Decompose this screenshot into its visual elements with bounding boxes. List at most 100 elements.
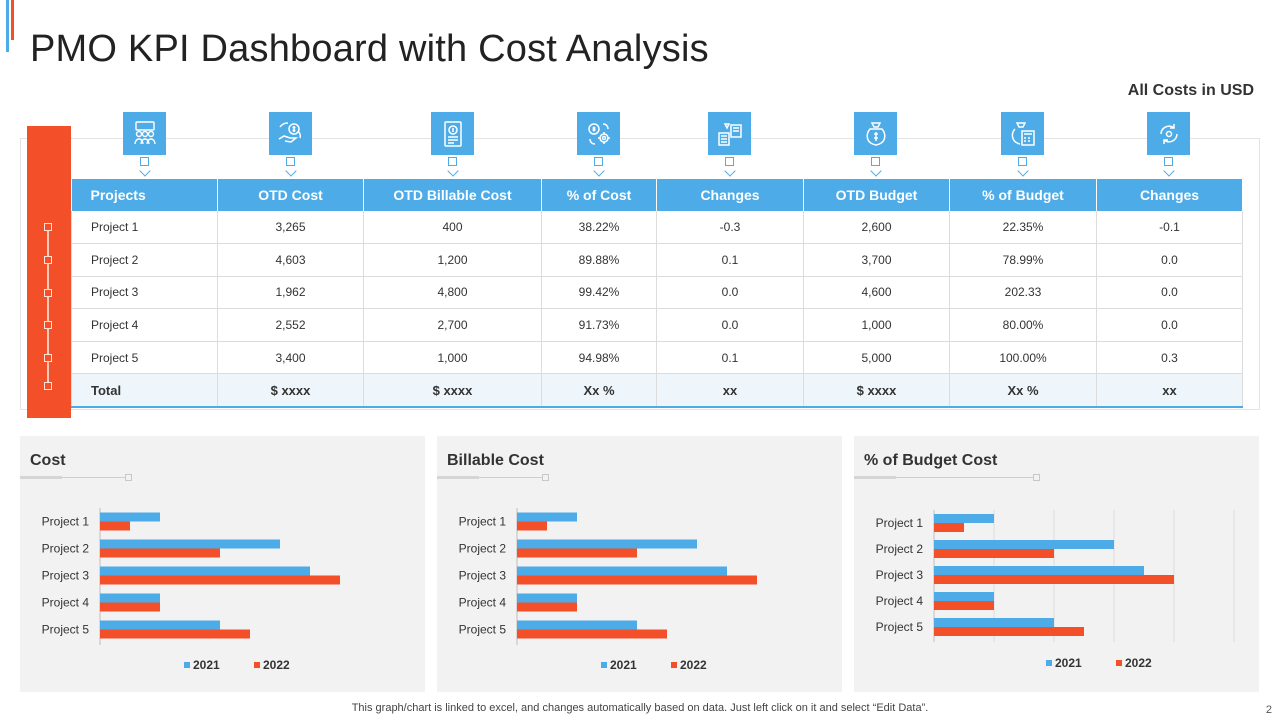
table-cell: 400 bbox=[363, 211, 542, 245]
table-cell: 0.0 bbox=[656, 308, 804, 342]
accent-bar-orange bbox=[11, 0, 14, 40]
table-cell: Total bbox=[71, 373, 218, 408]
bar-2022 bbox=[934, 575, 1174, 584]
table-cell: $ xxxx bbox=[217, 373, 364, 408]
category-label: Project 4 bbox=[876, 594, 924, 608]
legend-label: 2022 bbox=[263, 658, 290, 672]
timeline-bar bbox=[27, 126, 71, 418]
table-cell: 3,265 bbox=[217, 211, 364, 245]
table-cell: 0.1 bbox=[656, 243, 804, 277]
bar-2021 bbox=[100, 620, 220, 630]
table-cell: 89.88% bbox=[541, 243, 657, 277]
bar-2022 bbox=[934, 627, 1084, 636]
billable-cost-chart-panel[interactable]: Billable Cost Project 1 Project 2 Project … bbox=[437, 436, 842, 692]
connector-box bbox=[1018, 157, 1027, 166]
currency-note: All Costs in USD bbox=[1127, 82, 1254, 99]
category-label: Project 4 bbox=[459, 596, 507, 610]
table-frame bbox=[20, 138, 1260, 410]
category-label: Project 3 bbox=[42, 569, 90, 583]
table-cell: 91.73% bbox=[541, 308, 657, 342]
table-cell: 2,700 bbox=[363, 308, 542, 342]
bar-2021 bbox=[934, 514, 994, 523]
header-budget-changes: Changes bbox=[1096, 179, 1243, 211]
timeline-node bbox=[44, 321, 52, 329]
table-cell: 0.1 bbox=[656, 341, 804, 375]
bar-2021 bbox=[934, 618, 1054, 627]
table-cell: -0.1 bbox=[1096, 211, 1243, 245]
table-cell: 1,000 bbox=[803, 308, 950, 342]
table-cell: 4,800 bbox=[363, 276, 542, 310]
title-rule-knob bbox=[125, 474, 132, 481]
bar-2021 bbox=[934, 566, 1144, 575]
bar-2022 bbox=[100, 548, 220, 558]
title-rule-accent bbox=[854, 476, 896, 479]
legend-label: 2021 bbox=[193, 658, 220, 672]
bar-2021 bbox=[100, 566, 310, 576]
table-cell: 0.0 bbox=[656, 276, 804, 310]
table-cell: Xx % bbox=[949, 373, 1097, 408]
bar-2021 bbox=[517, 566, 727, 576]
table-cell: Project 2 bbox=[71, 243, 218, 277]
connector-box bbox=[448, 157, 457, 166]
cost-chart-panel[interactable]: Cost Project 1 Project 2 Project 3 Project … bbox=[20, 436, 425, 692]
legend-label: 2022 bbox=[680, 658, 707, 672]
table-cell: 2,552 bbox=[217, 308, 364, 342]
table-header-row: Projects OTD Cost OTD Billable Cost % of… bbox=[71, 179, 1243, 211]
title-rule-knob bbox=[1033, 474, 1040, 481]
table-cell: 4,600 bbox=[803, 276, 950, 310]
bar-2021 bbox=[517, 512, 577, 522]
table-cell: 3,700 bbox=[803, 243, 950, 277]
bar-2022 bbox=[517, 548, 637, 558]
table-row: Project 1 3,265 400 38.22% -0.3 2,600 22… bbox=[71, 211, 1243, 245]
legend-swatch bbox=[671, 662, 677, 668]
legend-label: 2021 bbox=[1055, 656, 1082, 670]
table-cell: 1,962 bbox=[217, 276, 364, 310]
category-label: Project 2 bbox=[42, 542, 90, 556]
bar-2021 bbox=[517, 620, 637, 630]
table-cell: 38.22% bbox=[541, 211, 657, 245]
connector-box bbox=[1164, 157, 1173, 166]
budget-cost-chart-panel[interactable]: % of Budget Cost Project 1 Project 2 Proje… bbox=[854, 436, 1259, 692]
table-cell: 4,603 bbox=[217, 243, 364, 277]
title-rule bbox=[854, 477, 1039, 478]
table-cell: 202.33 bbox=[949, 276, 1097, 310]
table-row: Project 2 4,603 1,200 89.88% 0.1 3,700 7… bbox=[71, 243, 1243, 277]
footnote: This graph/chart is linked to excel, and… bbox=[351, 702, 929, 714]
category-label: Project 1 bbox=[42, 515, 90, 529]
bar-2021 bbox=[934, 592, 994, 601]
table-row: Project 3 1,962 4,800 99.42% 0.0 4,600 2… bbox=[71, 276, 1243, 310]
timeline-node bbox=[44, 289, 52, 297]
table-total-row: Total $ xxxx $ xxxx Xx % xx $ xxxx Xx % … bbox=[71, 373, 1243, 408]
table-cell: xx bbox=[1096, 373, 1243, 408]
table-row: Project 5 3,400 1,000 94.98% 0.1 5,000 1… bbox=[71, 341, 1243, 375]
chart-title: Cost bbox=[30, 452, 66, 469]
bar-2021 bbox=[934, 540, 1114, 549]
bar-2022 bbox=[517, 602, 577, 612]
legend-label: 2021 bbox=[610, 658, 637, 672]
table-cell: Project 1 bbox=[71, 211, 218, 245]
kpi-table: Projects OTD Cost OTD Billable Cost % of… bbox=[71, 179, 1243, 408]
changes-icon bbox=[708, 112, 751, 155]
table-cell: Xx % bbox=[541, 373, 657, 408]
bar-2022 bbox=[100, 521, 130, 531]
bar-2022 bbox=[100, 602, 160, 612]
header-otd-cost: OTD Cost bbox=[217, 179, 364, 211]
connector-box bbox=[725, 157, 734, 166]
budget-calculator-icon bbox=[1001, 112, 1044, 155]
connector-box bbox=[140, 157, 149, 166]
chart-title: Billable Cost bbox=[447, 452, 544, 469]
cost-chart: Project 1 Project 2 Project 3 Project 4 Proj… bbox=[42, 508, 340, 672]
bar-2022 bbox=[517, 575, 757, 585]
timeline-node bbox=[44, 354, 52, 362]
legend-swatch bbox=[1046, 660, 1052, 666]
table-cell: xx bbox=[656, 373, 804, 408]
bar-2022 bbox=[934, 549, 1054, 558]
connector-box bbox=[594, 157, 603, 166]
table-cell: Project 4 bbox=[71, 308, 218, 342]
timeline-node bbox=[44, 223, 52, 231]
bar-2022 bbox=[100, 629, 250, 639]
connector-box bbox=[286, 157, 295, 166]
team-icon bbox=[123, 112, 166, 155]
budget-bag-icon bbox=[854, 112, 897, 155]
timeline-node bbox=[44, 256, 52, 264]
